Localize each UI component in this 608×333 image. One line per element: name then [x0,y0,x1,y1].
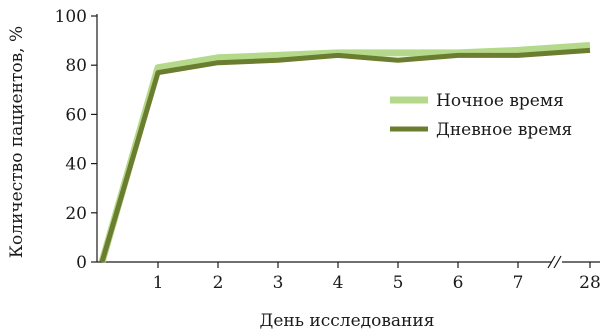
x-tick-label: 2 [213,273,224,293]
x-tick-label: 6 [453,273,464,293]
y-tick-label: 100 [55,7,87,27]
y-tick-label: 0 [76,253,87,273]
series-line-0 [98,42,591,263]
legend-label-0: Ночное время [436,91,564,111]
axis-break-mark [547,255,556,269]
y-axis: 0 20 40 60 80 100 [55,7,98,273]
axis-break-mark [553,255,562,269]
y-tick-label: 20 [65,204,87,224]
x-tick-label: 7 [513,273,524,293]
x-tick-label: 28 [579,273,601,293]
legend-label-1: Дневное время [436,120,572,140]
y-tick-label: 60 [65,105,87,125]
y-tick-label: 80 [65,56,87,76]
x-tick-label: 1 [153,273,164,293]
y-tick-label: 40 [65,155,87,175]
series-line-1 [99,47,591,263]
y-axis-title: Количество пациентов, % [7,26,27,258]
legend: Ночное время Дневное время [390,91,572,140]
x-axis: 1 2 3 4 5 6 7 28 [97,255,601,293]
series-layer [98,42,591,263]
x-tick-label: 3 [273,273,284,293]
x-axis-title: День исследования [260,311,435,331]
x-tick-label: 4 [333,273,344,293]
x-tick-label: 5 [393,273,404,293]
